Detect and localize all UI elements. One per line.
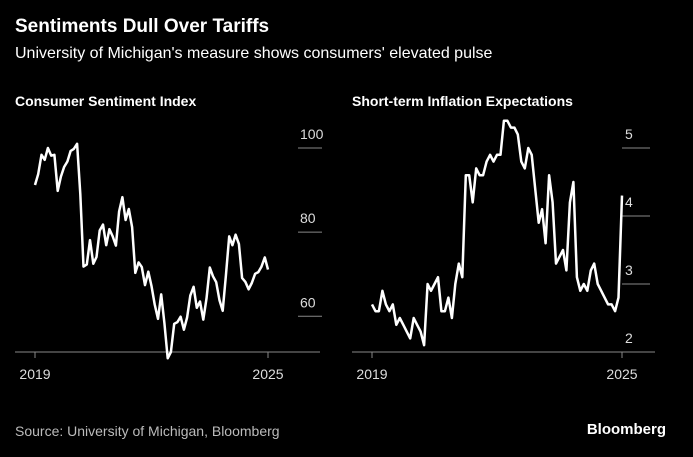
y-tick-label: 80 xyxy=(300,210,316,226)
x-tick-label: 2025 xyxy=(606,366,637,382)
x-tick-label: 2019 xyxy=(356,366,387,382)
subtitle: University of Michigan's measure shows c… xyxy=(15,45,493,62)
chart-title: Consumer Sentiment Index xyxy=(15,93,196,109)
brand: Bloomberg xyxy=(587,421,666,438)
y-tick-label: 60 xyxy=(300,294,316,310)
x-tick-label: 2025 xyxy=(252,366,283,382)
x-tick-label: 2019 xyxy=(19,366,50,382)
source: Source: University of Michigan, Bloomber… xyxy=(15,423,280,439)
y-tick-label: 3 xyxy=(625,262,633,278)
y-tick-label: 5 xyxy=(625,126,633,142)
title: Sentiments Dull Over Tariffs xyxy=(15,16,269,37)
y-tick-label: 2 xyxy=(625,330,633,346)
y-tick-label: 4 xyxy=(625,194,633,210)
chart-title: Short-term Inflation Expectations xyxy=(352,93,573,109)
y-tick-label: 100 xyxy=(300,126,324,142)
line-series xyxy=(370,119,624,347)
line-series xyxy=(33,142,270,360)
